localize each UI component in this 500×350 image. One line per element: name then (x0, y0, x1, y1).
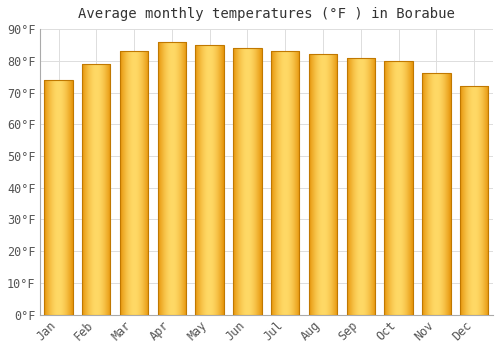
Title: Average monthly temperatures (°F ) in Borabue: Average monthly temperatures (°F ) in Bo… (78, 7, 455, 21)
Bar (346, 58, 375, 315)
Bar (158, 42, 186, 315)
Bar (82, 64, 110, 315)
Bar (44, 80, 72, 315)
Bar (460, 86, 488, 315)
Bar (234, 48, 262, 315)
Bar (271, 51, 300, 315)
Bar (196, 45, 224, 315)
Bar (422, 74, 450, 315)
Bar (384, 61, 413, 315)
Bar (309, 55, 337, 315)
Bar (120, 51, 148, 315)
